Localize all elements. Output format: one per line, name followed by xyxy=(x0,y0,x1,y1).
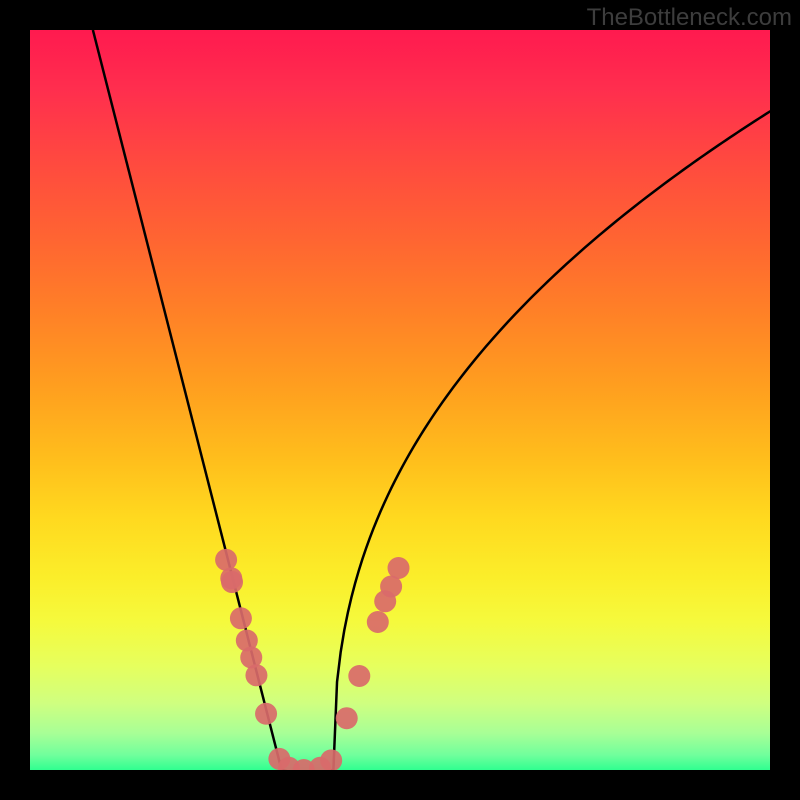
marker-point xyxy=(367,611,389,633)
marker-point xyxy=(348,665,370,687)
marker-point xyxy=(245,664,267,686)
marker-point xyxy=(388,557,410,579)
marker-point xyxy=(255,703,277,725)
marker-point xyxy=(221,571,243,593)
marker-point xyxy=(230,607,252,629)
chart-svg xyxy=(30,30,770,770)
watermark-text: TheBottleneck.com xyxy=(587,4,792,32)
marker-point xyxy=(215,549,237,571)
marker-point xyxy=(336,707,358,729)
plot-area xyxy=(30,30,770,770)
gradient-background xyxy=(30,30,770,770)
chart-container: TheBottleneck.com xyxy=(0,0,800,800)
